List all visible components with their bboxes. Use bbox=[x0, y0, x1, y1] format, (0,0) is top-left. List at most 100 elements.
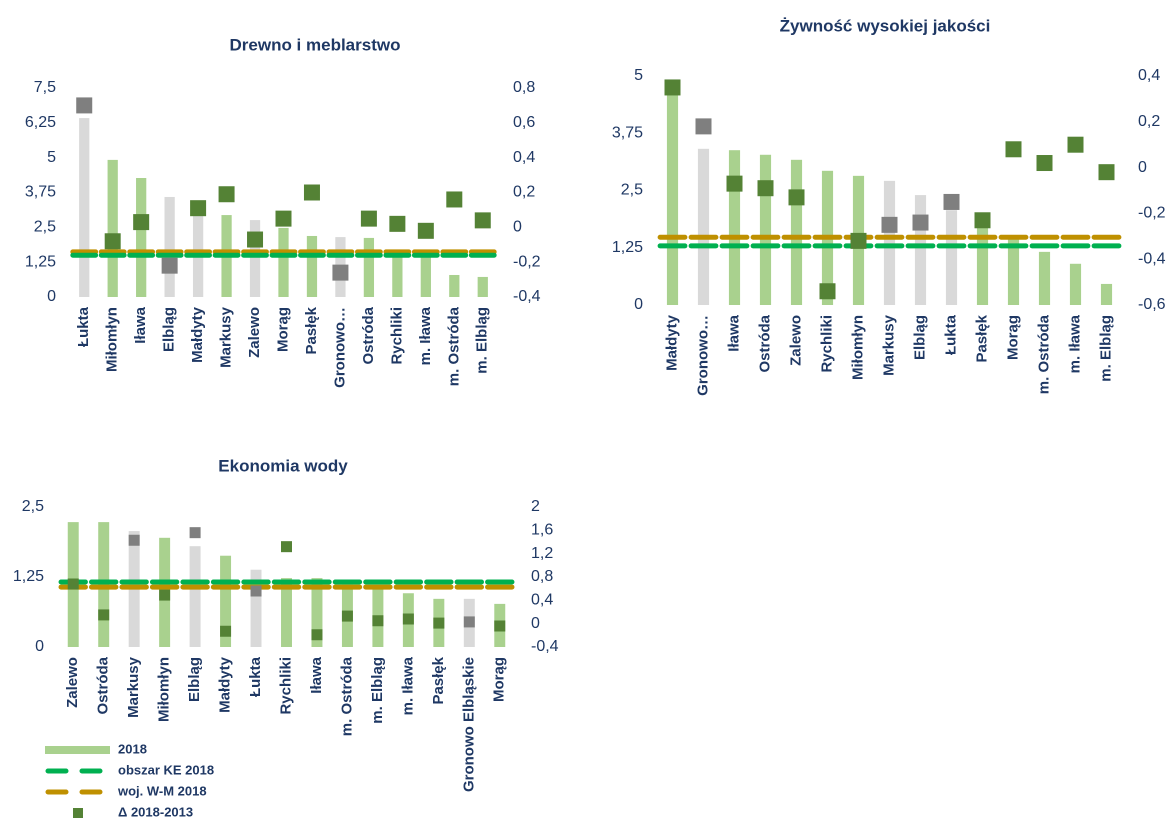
marker bbox=[341, 610, 353, 622]
marker bbox=[360, 210, 377, 227]
y-tick-label: 0 bbox=[634, 296, 643, 313]
x-tick-label: m. Elbląg bbox=[474, 307, 491, 374]
bar bbox=[98, 522, 110, 647]
marker bbox=[220, 625, 232, 637]
marker bbox=[133, 214, 150, 231]
x-tick-label: Morąg bbox=[1004, 315, 1021, 360]
bar bbox=[728, 150, 741, 305]
bar bbox=[278, 227, 289, 297]
marker bbox=[250, 585, 262, 597]
marker bbox=[726, 175, 743, 192]
x-tick-label: Iława bbox=[132, 306, 149, 343]
x-tick-label: Miłomłyn bbox=[156, 657, 173, 722]
marker bbox=[372, 615, 384, 627]
x-tick-label: Zalewo bbox=[246, 307, 263, 358]
x-tick-label: Gronowo… bbox=[331, 307, 348, 388]
bar bbox=[107, 159, 118, 297]
y-tick-label: 7,5 bbox=[34, 79, 56, 96]
x-tick-label: Iława bbox=[725, 314, 742, 351]
y-tick-label: 1,25 bbox=[13, 568, 44, 585]
y-tick-label: 1,25 bbox=[25, 253, 56, 270]
marker bbox=[1098, 164, 1115, 181]
y2-tick-label: 0,4 bbox=[1138, 67, 1160, 84]
y-tick-label: 0 bbox=[47, 288, 56, 305]
bar bbox=[79, 118, 90, 297]
bar bbox=[249, 220, 261, 297]
x-tick-label: Markusy bbox=[880, 314, 897, 376]
marker bbox=[402, 613, 414, 625]
x-tick-label: Elbląg bbox=[911, 315, 928, 360]
bar bbox=[164, 196, 175, 297]
y2-tick-label: -0,4 bbox=[1138, 250, 1166, 267]
x-tick-label: Ostróda bbox=[360, 306, 377, 364]
x-tick-label: Markusy bbox=[125, 656, 142, 718]
bar bbox=[189, 546, 201, 647]
marker bbox=[247, 231, 264, 248]
y2-tick-label: -0,2 bbox=[1138, 205, 1166, 222]
y2-tick-label: 0 bbox=[531, 615, 540, 632]
x-tick-label: m. Ostróda bbox=[1035, 314, 1052, 394]
marker bbox=[974, 212, 991, 229]
y2-tick-label: -0,2 bbox=[513, 253, 541, 270]
x-tick-label: Gronowo… bbox=[694, 315, 711, 396]
bar bbox=[392, 254, 403, 297]
marker bbox=[275, 210, 292, 227]
y2-tick-label: 0,2 bbox=[513, 184, 535, 201]
marker bbox=[446, 191, 463, 208]
marker bbox=[881, 216, 898, 233]
y-tick-label: 1,25 bbox=[612, 239, 643, 256]
marker bbox=[67, 578, 79, 590]
x-tick-label: Morąg bbox=[491, 657, 508, 702]
x-tick-label: Pasłęk bbox=[303, 306, 320, 354]
x-tick-label: m. Ostróda bbox=[338, 656, 355, 736]
legend-swatch bbox=[73, 808, 83, 818]
marker bbox=[128, 534, 140, 546]
x-tick-label: Łukta bbox=[75, 306, 92, 347]
marker bbox=[1067, 136, 1084, 153]
y-tick-label: 5 bbox=[634, 67, 643, 84]
bar bbox=[697, 148, 710, 305]
x-tick-label: Rychliki bbox=[388, 307, 405, 365]
legend-swatch bbox=[45, 746, 110, 754]
bar bbox=[449, 274, 460, 297]
marker bbox=[332, 264, 349, 281]
x-tick-label: Gronowo Elbląskie bbox=[460, 657, 477, 792]
x-tick-label: Ostróda bbox=[756, 314, 773, 372]
x-tick-label: Pasłęk bbox=[430, 656, 447, 704]
bar bbox=[420, 252, 431, 297]
marker bbox=[218, 186, 235, 203]
bar bbox=[759, 154, 772, 305]
x-tick-label: Pasłęk bbox=[973, 314, 990, 362]
x-tick-label: Iława bbox=[308, 656, 325, 693]
y-tick-label: 2,5 bbox=[621, 182, 643, 199]
x-tick-label: Zalewo bbox=[787, 315, 804, 366]
marker bbox=[463, 616, 475, 628]
y-tick-label: 0 bbox=[35, 638, 44, 655]
bar bbox=[477, 276, 488, 297]
x-tick-label: Miłomłyn bbox=[849, 315, 866, 380]
bar bbox=[1100, 283, 1113, 305]
marker bbox=[474, 212, 491, 229]
y-tick-label: 2,5 bbox=[34, 219, 56, 236]
y2-tick-label: 0,2 bbox=[1138, 113, 1160, 130]
x-tick-label: Elbląg bbox=[161, 307, 178, 352]
chart-title: Żywność wysokiej jakości bbox=[780, 16, 991, 35]
y-tick-label: 3,75 bbox=[612, 124, 643, 141]
bar bbox=[790, 159, 803, 305]
x-tick-label: Małdyty bbox=[189, 306, 206, 363]
x-tick-label: Małdyty bbox=[663, 314, 680, 371]
legend-label: 2018 bbox=[118, 741, 147, 756]
marker bbox=[1005, 141, 1022, 158]
marker bbox=[104, 233, 121, 250]
x-tick-label: Łukta bbox=[247, 656, 264, 697]
bar bbox=[1069, 263, 1082, 305]
x-tick-label: Zalewo bbox=[64, 657, 81, 708]
marker bbox=[819, 283, 836, 300]
x-tick-label: Ostróda bbox=[95, 656, 112, 714]
marker bbox=[389, 215, 406, 232]
x-tick-label: Łukta bbox=[942, 314, 959, 355]
bar bbox=[1007, 237, 1020, 305]
chart-title: Drewno i meblarstwo bbox=[230, 35, 401, 54]
chart-title: Ekonomia wody bbox=[218, 456, 348, 475]
y2-tick-label: 0,6 bbox=[513, 114, 535, 131]
